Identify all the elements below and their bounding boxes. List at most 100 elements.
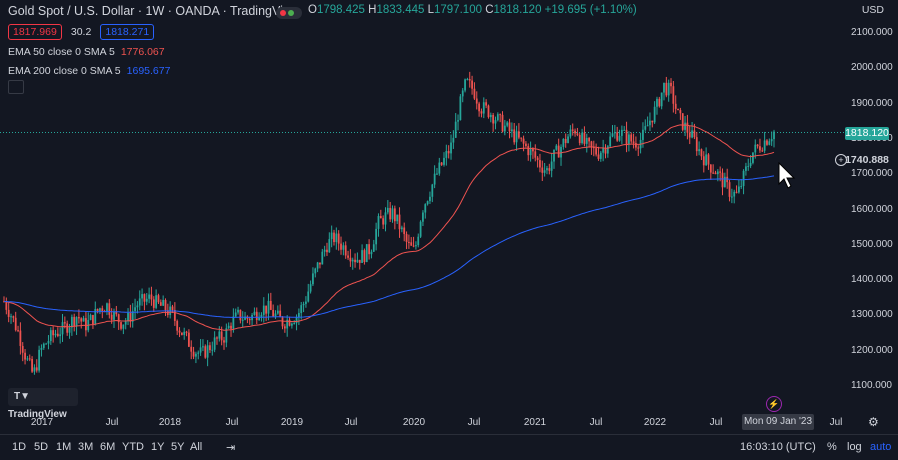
candle-body [485, 102, 488, 106]
tradingview-logo: T▼ TradingView [8, 388, 78, 420]
candle-body [17, 330, 19, 332]
candle-body [28, 358, 31, 360]
candle-body [438, 162, 441, 174]
timeframe-button[interactable]: All [190, 441, 203, 453]
timeframe-button[interactable]: YTD [122, 441, 144, 453]
settings-icon[interactable]: ⚙ [868, 415, 879, 429]
candle-body [92, 315, 94, 325]
log-toggle[interactable]: log [847, 441, 862, 453]
candle-body [695, 137, 698, 152]
candle-body [356, 259, 359, 263]
ema200-legend[interactable]: EMA 200 close 0 SMA 5 1695.677 [8, 65, 171, 77]
candle-body [178, 330, 181, 333]
candle-body [513, 129, 516, 143]
timeframe-button[interactable]: 3M [78, 441, 94, 453]
candle-body [527, 146, 530, 156]
candle-body [585, 137, 588, 144]
auto-toggle[interactable]: auto [870, 441, 892, 453]
candle-body [241, 319, 244, 321]
timeframe-button[interactable]: 1Y [151, 441, 165, 453]
candle-body [21, 345, 24, 353]
price-axis-label: 1600.000 [851, 203, 893, 215]
candle-body [127, 312, 129, 322]
candle-body [363, 250, 366, 262]
goto-date-icon[interactable]: ⇥ [226, 442, 236, 454]
candle-body [499, 114, 502, 116]
candle-body [670, 82, 672, 87]
price-chart[interactable] [0, 0, 898, 434]
spread-value: 30.2 [70, 26, 92, 38]
candle-body [471, 80, 473, 89]
candle-body [665, 82, 668, 96]
candle-body [199, 347, 202, 353]
timeframe-button[interactable]: 6M [100, 441, 116, 453]
candle-body [433, 173, 436, 185]
timeframe-button[interactable]: 1D [12, 441, 27, 453]
candle-body [157, 295, 160, 303]
add-alert-icon[interactable]: + [835, 154, 847, 166]
candle-body [752, 152, 754, 163]
candle-body [733, 191, 736, 197]
candle-body [466, 79, 469, 81]
collapse-legend-button[interactable] [8, 80, 24, 94]
ema50-legend[interactable]: EMA 50 close 0 SMA 5 1776.067 [8, 46, 165, 58]
candle-body [684, 122, 686, 130]
candle-body [295, 317, 298, 324]
buy-button[interactable]: 1818.271 [100, 24, 155, 40]
candle-body [635, 143, 637, 148]
candle-body [361, 250, 363, 263]
symbol-title[interactable]: Gold Spot / U.S. Dollar · 1W · OANDA · T… [8, 4, 299, 18]
sell-button[interactable]: 1817.969 [8, 24, 62, 40]
candle-body [115, 311, 118, 315]
candle-body [164, 299, 167, 311]
candle-body [567, 136, 569, 143]
candle-body [599, 152, 602, 159]
candle-body [120, 322, 122, 329]
candle-body [520, 137, 523, 139]
candle-body [216, 337, 218, 339]
candle-body [129, 312, 132, 322]
candle-body [61, 322, 64, 335]
candle-body [475, 98, 478, 104]
candle-body [625, 129, 628, 145]
candle-body [658, 98, 661, 107]
timeframe-button[interactable]: 1M [56, 441, 72, 453]
candle-body [571, 129, 574, 131]
candle-body [436, 173, 438, 175]
candle-body [75, 317, 78, 327]
candle-body [319, 262, 321, 265]
crosshair-date-tag: Mon 09 Jan '23 [742, 414, 814, 430]
candle-body [581, 132, 583, 144]
candle-body [688, 132, 691, 138]
candle-body [248, 318, 251, 321]
candle-body [307, 291, 310, 302]
candle-body [389, 207, 392, 220]
market-status-indicator[interactable] [276, 7, 302, 19]
lightning-icon[interactable]: ⚡ [766, 396, 782, 412]
candle-body [677, 108, 679, 111]
ema200-line[interactable] [3, 175, 775, 318]
candle-body [574, 130, 576, 134]
candle-body [539, 160, 541, 168]
candle-body [286, 319, 289, 329]
ema50-line[interactable] [3, 124, 775, 331]
candle-body [698, 149, 701, 152]
candle-body [31, 359, 33, 372]
timeframe-button[interactable]: 5D [34, 441, 49, 453]
candle-body [288, 319, 291, 326]
candle-body [382, 218, 385, 225]
candle-body [719, 171, 722, 173]
candle-body [10, 316, 12, 318]
percent-toggle[interactable]: % [827, 441, 837, 453]
candle-body [141, 294, 143, 299]
candle-body [630, 134, 633, 142]
candle-body [14, 317, 17, 331]
price-axis-label: 2000.000 [851, 62, 893, 74]
candle-body [660, 92, 663, 107]
chart-header: Gold Spot / U.S. Dollar · 1W · OANDA · T… [8, 4, 299, 18]
candle-body [24, 352, 26, 360]
candle-body [386, 207, 389, 213]
currency-label[interactable]: USD [861, 4, 884, 16]
clock[interactable]: 16:03:10 (UTC) [740, 441, 816, 453]
timeframe-button[interactable]: 5Y [171, 441, 185, 453]
